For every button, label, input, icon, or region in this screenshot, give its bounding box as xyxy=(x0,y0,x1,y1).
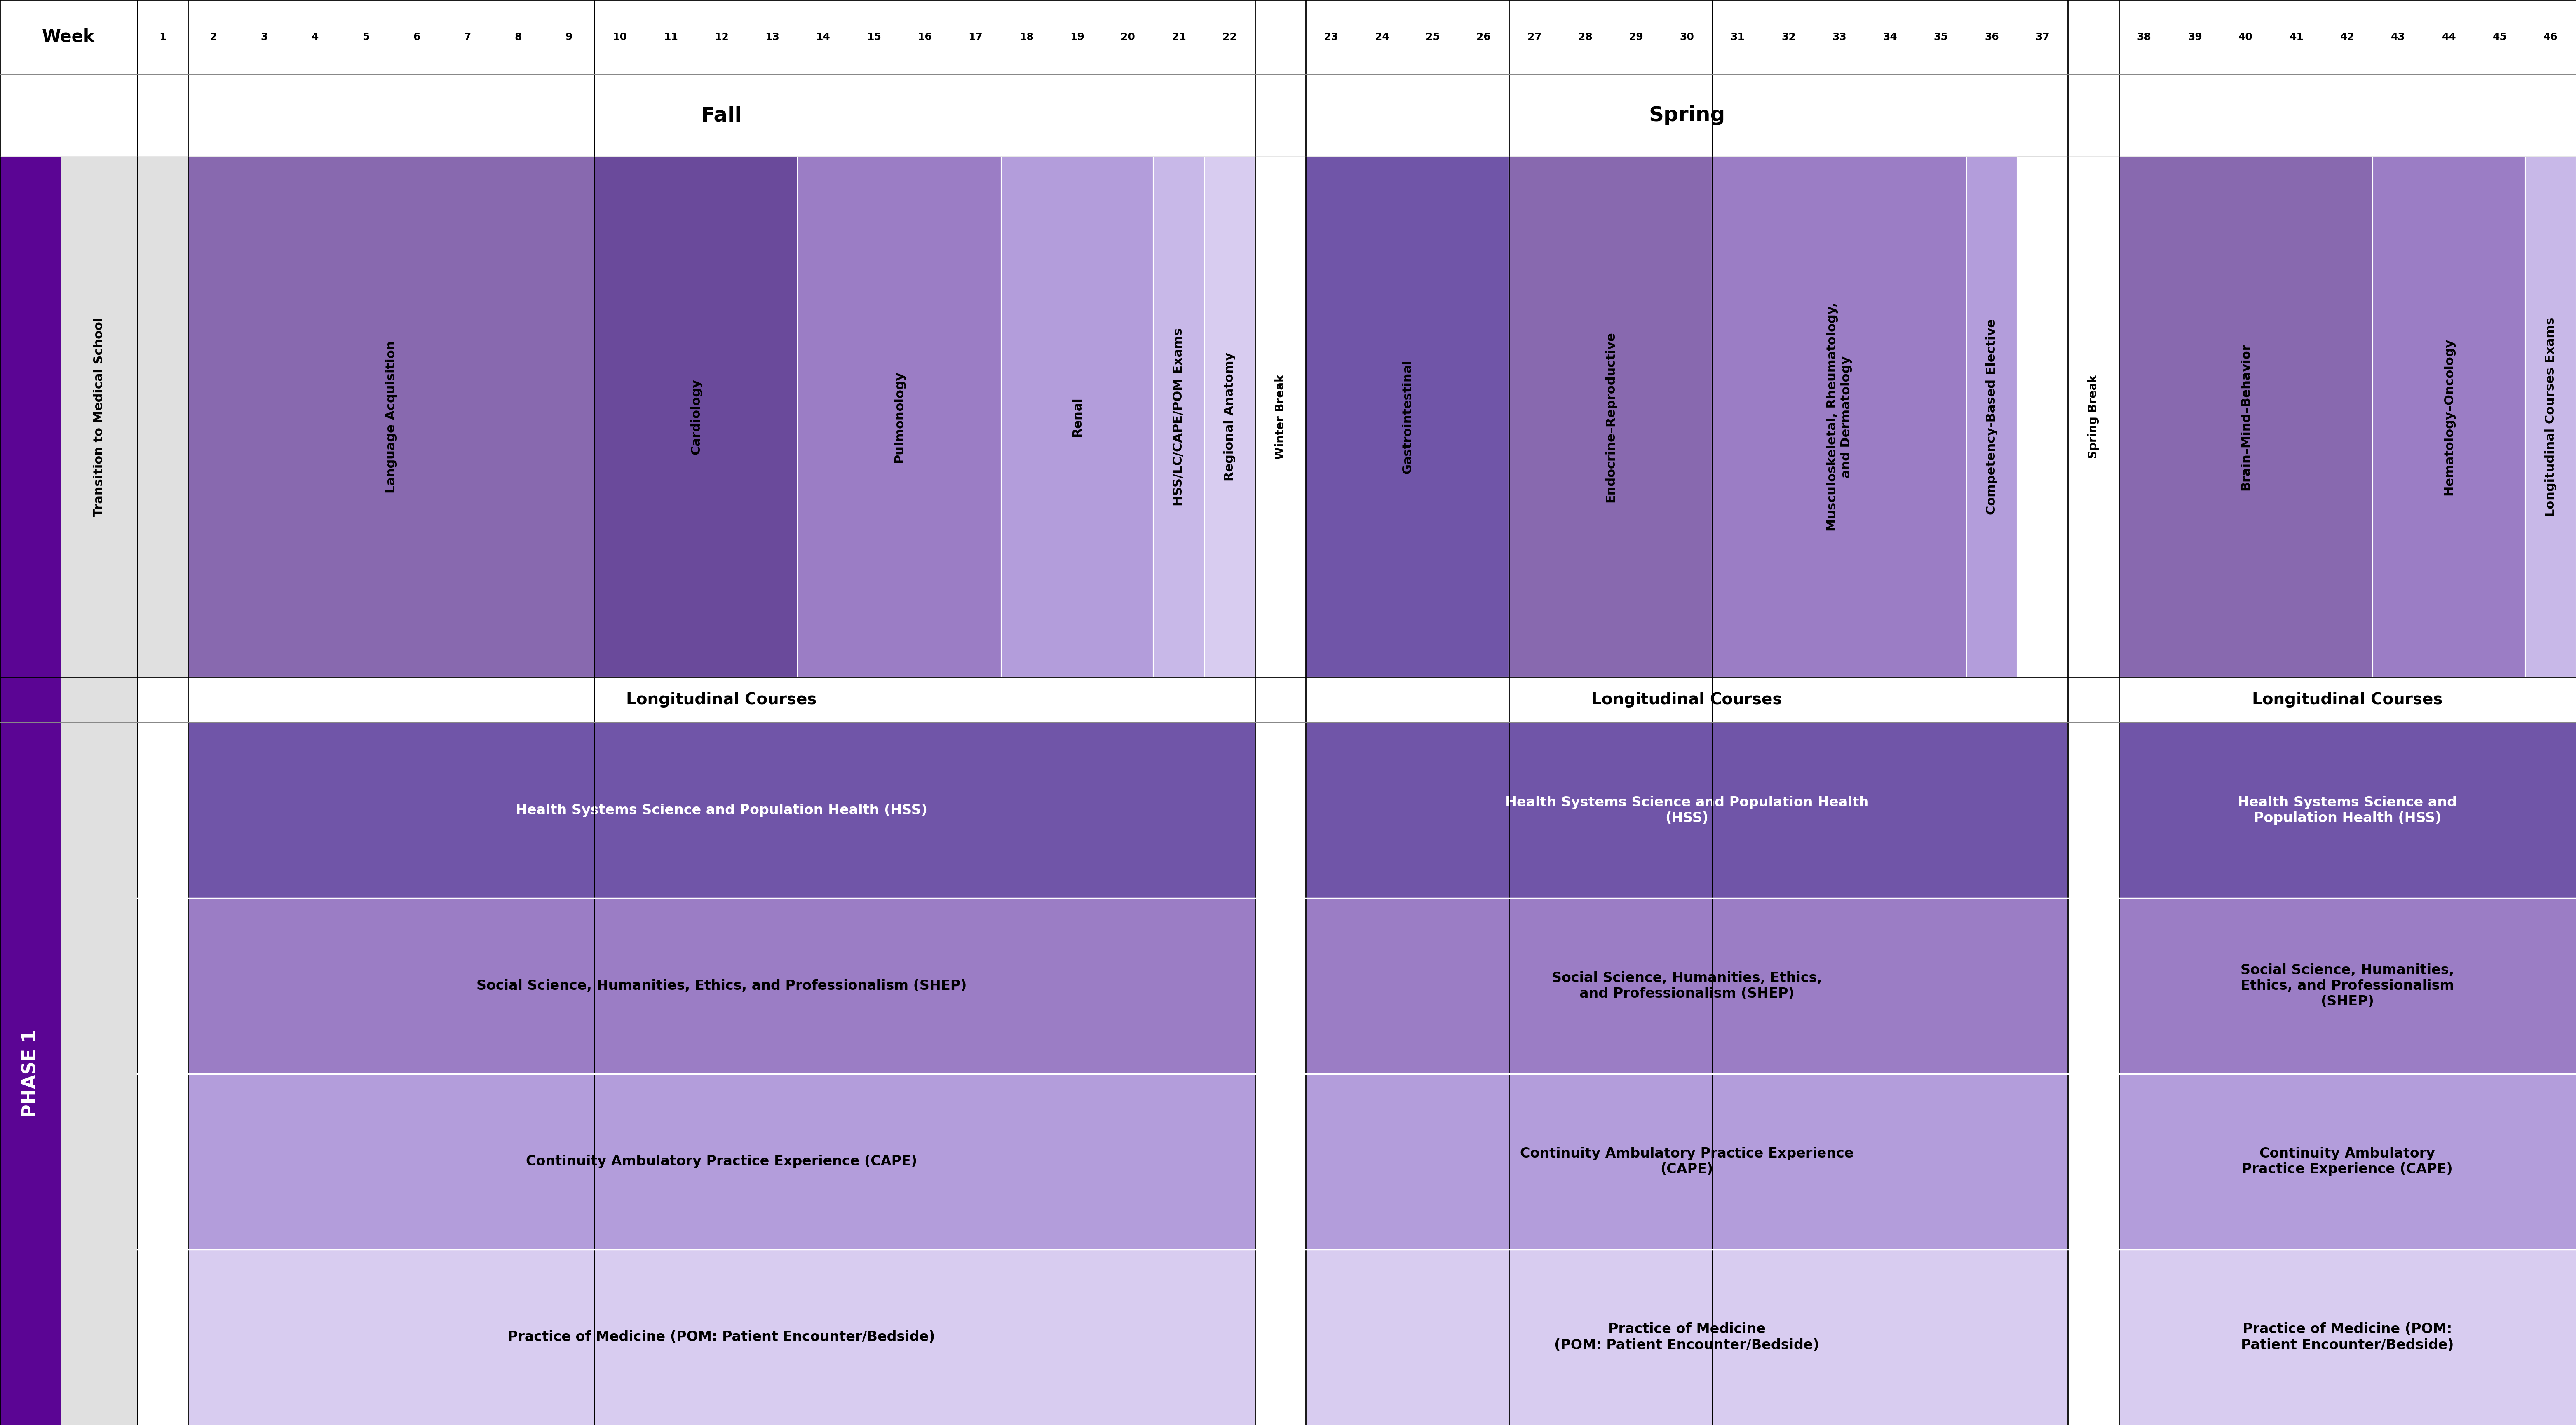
Text: Practice of Medicine (POM:
Patient Encounter/Bedside): Practice of Medicine (POM: Patient Encou… xyxy=(2241,1322,2455,1352)
Text: Renal: Renal xyxy=(1072,398,1082,436)
Text: 36: 36 xyxy=(1984,33,1999,41)
Text: 9: 9 xyxy=(567,33,572,41)
Text: 28: 28 xyxy=(1579,33,1592,41)
Text: 10: 10 xyxy=(613,33,626,41)
Text: 38: 38 xyxy=(2138,33,2151,41)
Text: 25: 25 xyxy=(1425,33,1440,41)
Text: 3: 3 xyxy=(260,33,268,41)
Text: Continuity Ambulatory
Practice Experience (CAPE): Continuity Ambulatory Practice Experienc… xyxy=(2241,1147,2452,1176)
Text: Endocrine–Reproductive: Endocrine–Reproductive xyxy=(1605,332,1618,502)
Text: 7: 7 xyxy=(464,33,471,41)
Text: 15: 15 xyxy=(866,33,881,41)
Text: Spring Break: Spring Break xyxy=(2087,375,2099,459)
Text: Fall: Fall xyxy=(701,105,742,125)
Text: 29: 29 xyxy=(1628,33,1643,41)
Text: 43: 43 xyxy=(2391,33,2406,41)
Text: 46: 46 xyxy=(2543,33,2558,41)
Text: Social Science, Humanities, Ethics, and Professionalism (SHEP): Social Science, Humanities, Ethics, and … xyxy=(477,979,966,993)
Text: 42: 42 xyxy=(2339,33,2354,41)
Text: Health Systems Science and
Population Health (HSS): Health Systems Science and Population He… xyxy=(2239,795,2458,825)
Text: Gastrointestinal: Gastrointestinal xyxy=(1401,359,1414,475)
Text: Practice of Medicine
(POM: Patient Encounter/Bedside): Practice of Medicine (POM: Patient Encou… xyxy=(1553,1322,1819,1352)
Text: Hematology–Oncology: Hematology–Oncology xyxy=(2442,338,2455,496)
Text: 14: 14 xyxy=(817,33,829,41)
Text: 34: 34 xyxy=(1883,33,1899,41)
Text: Practice of Medicine (POM: Patient Encounter/Bedside): Practice of Medicine (POM: Patient Encou… xyxy=(507,1331,935,1344)
Text: 27: 27 xyxy=(1528,33,1540,41)
Text: Competency-Based Elective: Competency-Based Elective xyxy=(1986,319,1996,514)
Text: Longitudinal Courses: Longitudinal Courses xyxy=(626,693,817,707)
Text: 11: 11 xyxy=(665,33,677,41)
Text: 41: 41 xyxy=(2290,33,2303,41)
Text: PHASE 1: PHASE 1 xyxy=(21,1030,39,1117)
Text: Health Systems Science and Population Health
(HSS): Health Systems Science and Population He… xyxy=(1504,795,1868,825)
Text: 40: 40 xyxy=(2239,33,2254,41)
Text: Social Science, Humanities, Ethics,
and Professionalism (SHEP): Social Science, Humanities, Ethics, and … xyxy=(1551,972,1821,1000)
Text: 32: 32 xyxy=(1783,33,1795,41)
Text: 35: 35 xyxy=(1935,33,1947,41)
Text: Longitudinal Courses: Longitudinal Courses xyxy=(2251,693,2442,707)
Text: Continuity Ambulatory Practice Experience
(CAPE): Continuity Ambulatory Practice Experienc… xyxy=(1520,1147,1855,1176)
Text: 16: 16 xyxy=(917,33,933,41)
Text: 8: 8 xyxy=(515,33,523,41)
Text: Brain–Mind–Behavior: Brain–Mind–Behavior xyxy=(2239,343,2251,490)
Text: 4: 4 xyxy=(312,33,319,41)
Text: 5: 5 xyxy=(363,33,368,41)
Text: Continuity Ambulatory Practice Experience (CAPE): Continuity Ambulatory Practice Experienc… xyxy=(526,1154,917,1168)
Text: Week: Week xyxy=(41,28,95,46)
Text: 45: 45 xyxy=(2494,33,2506,41)
Text: Longitudinal Courses Exams: Longitudinal Courses Exams xyxy=(2545,316,2555,517)
Text: Cardiology: Cardiology xyxy=(690,379,703,455)
Text: Transition to Medical School: Transition to Medical School xyxy=(93,316,106,517)
Text: 17: 17 xyxy=(969,33,981,41)
Text: Regional Anatomy: Regional Anatomy xyxy=(1224,352,1236,482)
Text: 19: 19 xyxy=(1069,33,1084,41)
Text: 37: 37 xyxy=(2035,33,2050,41)
Text: 30: 30 xyxy=(1680,33,1695,41)
Text: Spring: Spring xyxy=(1649,105,1726,125)
Text: Musculoskeletal, Rheumatology,
and Dermatology: Musculoskeletal, Rheumatology, and Derma… xyxy=(1826,302,1852,532)
Text: Longitudinal Courses: Longitudinal Courses xyxy=(1592,693,1783,707)
Text: 23: 23 xyxy=(1324,33,1340,41)
Text: 1: 1 xyxy=(160,33,167,41)
Text: 31: 31 xyxy=(1731,33,1744,41)
Text: HSS/LC/CAPE/POM Exams: HSS/LC/CAPE/POM Exams xyxy=(1172,328,1185,506)
Text: 2: 2 xyxy=(209,33,216,41)
Text: 24: 24 xyxy=(1376,33,1388,41)
Text: Social Science, Humanities,
Ethics, and Professionalism
(SHEP): Social Science, Humanities, Ethics, and … xyxy=(2241,963,2455,1009)
Text: 21: 21 xyxy=(1172,33,1185,41)
Text: 12: 12 xyxy=(714,33,729,41)
Text: Language Acquisition: Language Acquisition xyxy=(386,341,397,493)
Text: Health Systems Science and Population Health (HSS): Health Systems Science and Population He… xyxy=(515,804,927,817)
Text: 20: 20 xyxy=(1121,33,1136,41)
Text: 26: 26 xyxy=(1476,33,1492,41)
Text: Pulmonology: Pulmonology xyxy=(894,370,904,463)
Text: 13: 13 xyxy=(765,33,781,41)
Text: 33: 33 xyxy=(1832,33,1847,41)
Text: 6: 6 xyxy=(412,33,420,41)
Text: 22: 22 xyxy=(1224,33,1236,41)
Text: 44: 44 xyxy=(2442,33,2455,41)
Text: 18: 18 xyxy=(1020,33,1033,41)
Text: 39: 39 xyxy=(2187,33,2202,41)
Text: Winter Break: Winter Break xyxy=(1275,375,1285,459)
